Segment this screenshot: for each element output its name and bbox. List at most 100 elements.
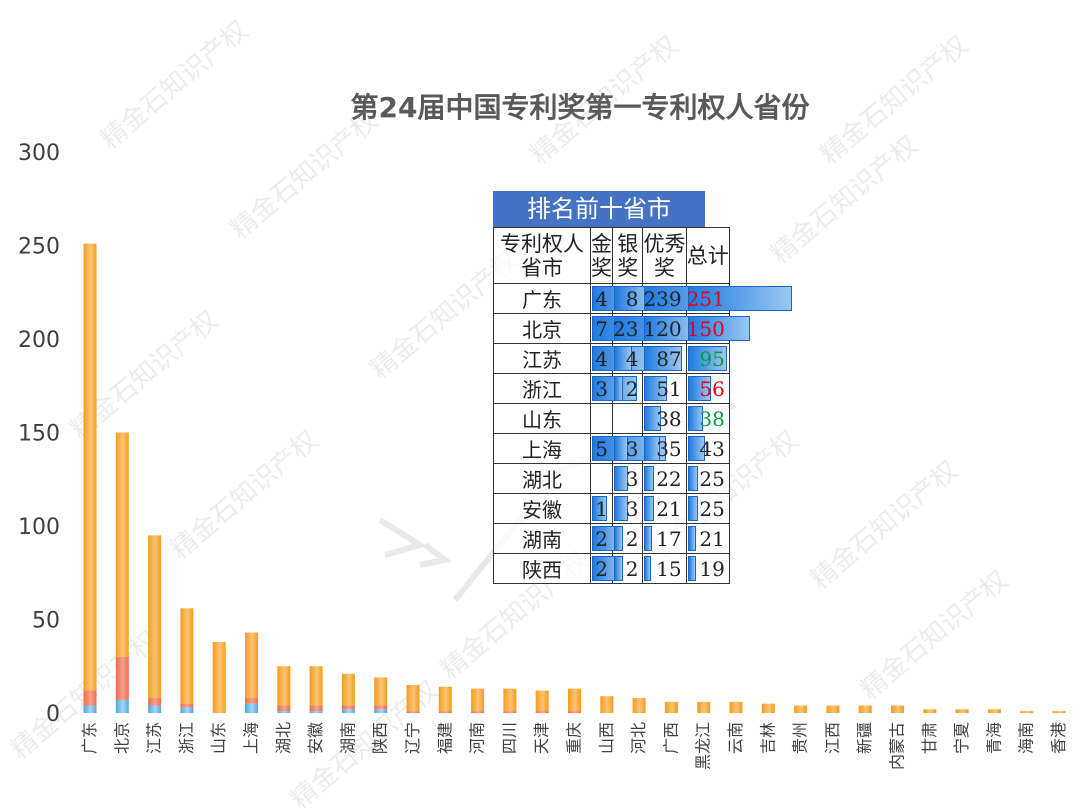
x-tick-label: 四川	[500, 722, 519, 754]
x-tick-label: 广东	[80, 722, 99, 754]
cell-value-excellent: 21	[656, 496, 682, 521]
x-tick-label: 北京	[112, 722, 131, 754]
bar-excellent	[761, 703, 775, 713]
bar-excellent	[987, 709, 1001, 713]
bar-silver	[471, 711, 485, 713]
x-tick-label: 山西	[597, 722, 616, 754]
bar-excellent	[794, 705, 808, 713]
province-name: 湖北	[493, 463, 591, 494]
bar-excellent	[568, 688, 581, 712]
bar-silver	[277, 705, 291, 712]
bar-excellent	[212, 641, 226, 713]
x-axis: 广东 北京 江苏 浙江 山东 上海 湖北 安徽 湖南 陕西 辽宁 福建 河南 四川 天津 重庆 山西 河北 广西 黑龙…	[80, 722, 1068, 770]
cell-silver: 2	[611, 523, 644, 554]
x-tick-label: 海南	[1017, 722, 1036, 754]
cell-value-gold: 5	[595, 436, 608, 461]
data-bar-silver	[614, 376, 624, 401]
cell-excellent: 15	[642, 553, 687, 584]
bar-silver	[568, 711, 581, 713]
cell-value-silver: 2	[625, 526, 639, 551]
data-bar-total	[687, 496, 698, 521]
cell-total: 19	[685, 553, 730, 584]
cell-total: 38	[685, 403, 730, 434]
cell-value-total: 19	[699, 556, 725, 581]
cell-value-excellent: 17	[656, 526, 682, 551]
bar-silver	[245, 698, 258, 704]
province-name: 陕西	[493, 553, 591, 584]
y-tick-label: 50	[32, 609, 60, 634]
bar-excellent	[374, 677, 388, 706]
x-tick-label: 天津	[532, 722, 551, 754]
table-row: 上海 5 3 35 43	[493, 433, 730, 464]
cell-value-total: 43	[699, 436, 725, 461]
cell-value-silver: 4	[625, 346, 639, 371]
cell-excellent: 239	[642, 283, 749, 314]
x-tick-label: 重庆	[565, 722, 584, 754]
cell-silver: 2	[611, 373, 644, 404]
bar-silver	[148, 698, 162, 706]
data-bar-silver	[614, 526, 624, 551]
x-tick-label: 宁夏	[952, 722, 971, 754]
x-tick-label: 云南	[726, 722, 745, 754]
y-tick-label: 250	[18, 235, 60, 260]
data-bar-silver	[614, 556, 624, 581]
bar-silver	[535, 711, 549, 713]
x-tick-label: 内蒙古	[888, 722, 907, 770]
bar-silver	[406, 711, 420, 713]
province-name: 湖南	[493, 523, 591, 554]
bar-gold	[115, 699, 129, 713]
cell-silver: 4	[611, 343, 644, 374]
cell-value-gold: 7	[595, 316, 608, 341]
data-bar-silver	[614, 436, 628, 461]
x-tick-label: 福建	[435, 722, 454, 754]
watermark-text: 精金石知识产权	[525, 30, 684, 170]
x-tick-label: 广西	[661, 722, 680, 754]
cell-total: 251	[685, 283, 792, 314]
province-name: 北京	[493, 313, 591, 344]
x-tick-label: 青海	[984, 722, 1003, 754]
bar-excellent	[148, 535, 162, 699]
data-bar-gold	[592, 496, 607, 521]
bar-excellent	[180, 608, 194, 704]
province-name: 广东	[493, 283, 591, 314]
cell-total: 150	[685, 313, 750, 344]
table-header-row: 专利权人省市 金奖 银奖 优秀奖 总计	[493, 227, 730, 284]
table-row: 湖北 3 22 25	[493, 463, 730, 494]
x-tick-label: 安徽	[306, 722, 325, 754]
x-tick-label: 辽宁	[403, 722, 422, 754]
bar-silver	[374, 705, 388, 710]
cell-gold: 2	[590, 523, 622, 554]
table-row: 山东 38 38	[493, 403, 730, 434]
data-bar-total	[687, 406, 704, 431]
cell-value-excellent: 239	[643, 286, 682, 311]
y-tick-label: 150	[18, 422, 60, 447]
bar-excellent	[309, 666, 323, 706]
cell-silver: 3	[611, 433, 644, 464]
bar-excellent	[1020, 711, 1034, 713]
cell-silver: 23	[611, 313, 718, 344]
bar-excellent	[697, 701, 711, 713]
data-bar-total	[687, 466, 698, 491]
bar-silver	[83, 690, 97, 706]
table-row: 广东 4 8 239 251	[493, 283, 792, 314]
x-tick-label: 河北	[629, 722, 648, 754]
bar-excellent	[600, 696, 614, 713]
x-tick-label: 江西	[823, 722, 842, 754]
bar-excellent	[1052, 711, 1066, 713]
x-tick-label: 上海	[242, 722, 261, 754]
x-tick-label: 吉林	[758, 722, 777, 754]
cell-value-silver: 3	[625, 436, 639, 461]
cell-value-excellent: 38	[656, 406, 682, 431]
cell-total: 25	[685, 463, 730, 494]
bar-gold	[341, 709, 355, 713]
table-row: 陕西 2 2 15 19	[493, 553, 730, 584]
cell-value-silver: 2	[625, 556, 639, 581]
data-bar-total	[687, 556, 696, 581]
y-tick-label: 0	[46, 702, 60, 727]
bar-excellent	[341, 673, 355, 706]
data-bar-excellent	[644, 406, 661, 431]
bar-excellent	[923, 709, 937, 713]
chart-title: 第24届中国专利奖第一专利权人省份	[350, 91, 810, 124]
table-row: 北京 7 23 120 150	[493, 313, 750, 344]
cell-silver: 3	[611, 463, 644, 494]
